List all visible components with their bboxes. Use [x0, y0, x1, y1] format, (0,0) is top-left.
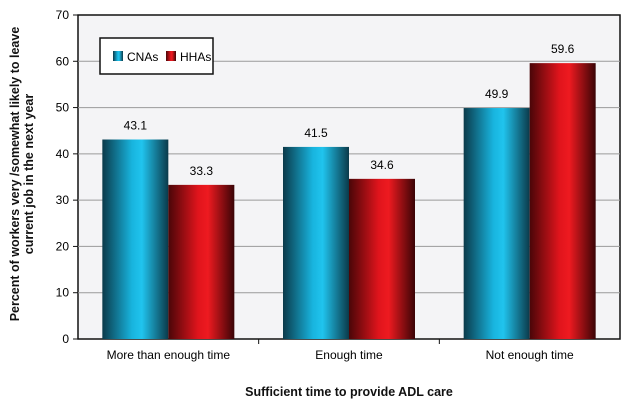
y-tick-label: 0: [62, 332, 69, 346]
y-tick-label: 40: [56, 147, 70, 161]
data-label: 41.5: [304, 126, 328, 140]
bar-cnas: [102, 139, 169, 339]
legend-swatch-cnas: [113, 51, 123, 61]
legend-label-cnas: CNAs: [127, 50, 158, 64]
data-label: 59.6: [551, 42, 575, 56]
x-tick-label: Enough time: [315, 348, 383, 362]
y-tick-label: 50: [56, 101, 70, 115]
x-tick-label: Not enough time: [486, 348, 574, 362]
data-label: 43.1: [124, 119, 148, 133]
y-tick-label: 30: [56, 193, 70, 207]
y-tick-label: 20: [56, 239, 70, 253]
data-label: 34.6: [370, 158, 394, 172]
legend-label-hhas: HHAs: [180, 50, 211, 64]
bar-hhas: [349, 178, 415, 339]
bar-hhas: [529, 63, 596, 339]
y-tick-label: 70: [56, 8, 70, 22]
y-axis-label: Percent of workers very /somewhat likely…: [8, 26, 36, 322]
data-label: 33.3: [190, 164, 214, 178]
legend-swatch-hhas: [166, 51, 176, 61]
y-tick-label: 60: [56, 54, 70, 68]
bar-cnas: [463, 108, 530, 339]
data-label: 49.9: [485, 87, 509, 101]
x-tick-label: More than enough time: [107, 348, 231, 362]
bar-cnas: [283, 146, 349, 339]
legend: CNAs HHAs: [99, 37, 214, 75]
bar-hhas: [168, 184, 235, 339]
y-tick-label: 10: [56, 286, 70, 300]
x-axis-label: Sufficient time to provide ADL care: [245, 385, 453, 399]
